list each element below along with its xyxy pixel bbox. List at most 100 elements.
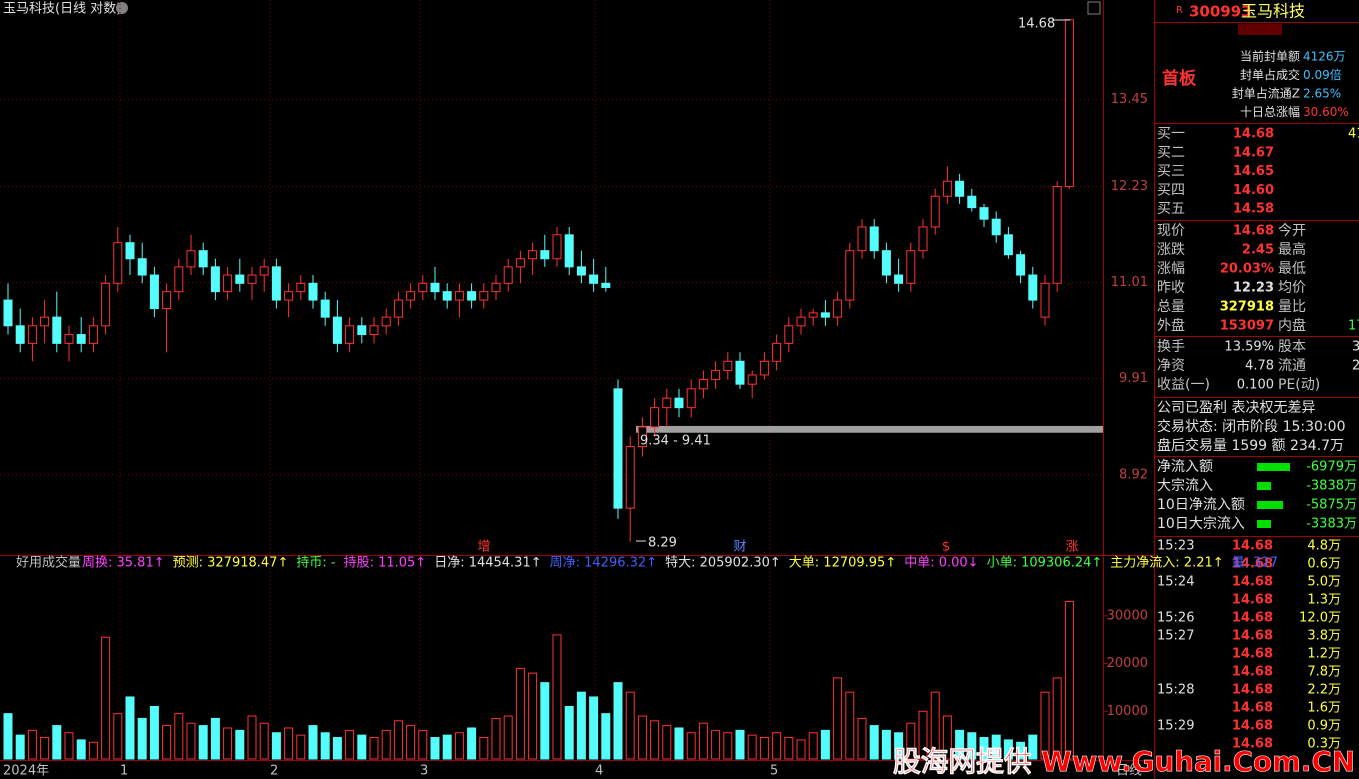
- candle-body: [332, 316, 342, 344]
- volume-bar: [296, 734, 306, 760]
- stat-label: 现价: [1157, 223, 1185, 239]
- candle-body: [942, 180, 952, 197]
- high-label: 14.68: [1018, 17, 1055, 32]
- book-volume: 41: [1348, 127, 1359, 142]
- flow-bar: [1257, 482, 1271, 490]
- candle-body: [772, 342, 782, 362]
- candle-body: [564, 234, 574, 268]
- event-marker: 财: [733, 540, 746, 555]
- volume-bar: [381, 729, 391, 760]
- collapse-button[interactable]: [1238, 24, 1282, 35]
- candle-body: [393, 299, 403, 318]
- candle-body: [406, 291, 416, 301]
- candle-body: [369, 325, 379, 336]
- indicator-value: 主力净流入: 2.21↑: [1110, 556, 1223, 571]
- volume-bar: [125, 696, 135, 760]
- stat-value: 4.78: [1245, 359, 1274, 374]
- flag: R: [1176, 5, 1183, 16]
- candle-body: [454, 291, 464, 301]
- volume-bar: [711, 729, 721, 760]
- volume-bar: [271, 732, 281, 760]
- tick-volume: 4.8万: [1307, 539, 1341, 554]
- volume-bar: [564, 706, 574, 760]
- volume-bar: [833, 677, 843, 760]
- volume-bar: [552, 634, 562, 760]
- window-button[interactable]: [1087, 1, 1101, 15]
- tick-price: 14.68: [1232, 647, 1273, 662]
- volume-bar: [881, 729, 891, 760]
- event-marker: 增: [477, 540, 490, 555]
- tick-price: 14.68: [1232, 665, 1273, 680]
- tick-price: 14.68: [1232, 629, 1273, 644]
- info-line: 公司已盈利 表决权无差异: [1157, 400, 1315, 416]
- volume-bar: [235, 729, 245, 760]
- tick-time: 15:23: [1157, 539, 1194, 554]
- volume-bar: [869, 725, 879, 760]
- tick-price: 14.68: [1232, 737, 1273, 752]
- x-tick-label: 5: [770, 764, 778, 779]
- x-tick-label: 3: [420, 764, 428, 779]
- volume-bar: [40, 737, 50, 760]
- indicator-title: 好用成交量: [16, 555, 81, 571]
- support-band: [636, 425, 1103, 433]
- seal-value: 30.60%: [1303, 105, 1349, 119]
- indicator-value: 量: 327: [1232, 556, 1278, 571]
- stat-value: 3: [1352, 340, 1359, 355]
- y-tick-label: 10000: [1107, 704, 1148, 719]
- tick-volume: 3.8万: [1307, 629, 1341, 644]
- candle-body: [1064, 19, 1074, 187]
- stat-label: 量比: [1278, 299, 1306, 315]
- volume-bar: [210, 717, 220, 760]
- stat-label: 最低: [1278, 261, 1306, 277]
- volume-bar: [332, 737, 342, 760]
- tick-time: 15:29: [1157, 719, 1194, 734]
- volume-bar: [223, 727, 233, 760]
- candle-body: [320, 299, 330, 318]
- candle-body: [735, 360, 745, 385]
- volume-bar: [27, 729, 37, 760]
- volume-bar: [430, 737, 440, 760]
- volume-bar: [357, 734, 367, 760]
- volume-bar: [113, 713, 123, 760]
- menu-button[interactable]: [116, 2, 128, 14]
- candle-body: [1003, 234, 1013, 256]
- flow-value: -5875万: [1306, 498, 1357, 513]
- candle-body: [308, 282, 318, 301]
- book-label: 买三: [1157, 164, 1185, 180]
- tick-price: 14.68: [1232, 593, 1273, 608]
- flow-label: 10日净流入额: [1157, 497, 1245, 513]
- candle-body: [589, 274, 599, 284]
- book-price: 14.58: [1233, 202, 1274, 217]
- candle-body: [442, 291, 452, 301]
- candle-body: [467, 291, 477, 301]
- candle-body: [210, 266, 220, 293]
- seal-label: 十日总涨幅: [1240, 104, 1300, 119]
- tick-price: 14.68: [1232, 557, 1273, 572]
- volume-bar: [15, 734, 25, 760]
- low-label: 8.29: [648, 536, 677, 551]
- volume-bar: [284, 727, 294, 760]
- indicator-value: 周净: 14296.32↑: [550, 556, 657, 571]
- volume-bar: [259, 722, 269, 760]
- candle-body: [552, 234, 562, 260]
- volume-bar: [540, 682, 550, 760]
- indicator-value: 持股: 11.05↑: [344, 556, 427, 571]
- stat-value: 153097: [1220, 319, 1274, 334]
- candle-body: [223, 274, 233, 293]
- volume-bar: [820, 729, 830, 760]
- candle-body: [357, 325, 367, 336]
- candle-body: [271, 266, 281, 301]
- tick-volume: 12.0万: [1299, 611, 1341, 626]
- book-price: 14.68: [1233, 127, 1274, 142]
- volume-bar: [735, 729, 745, 760]
- event-marker: $: [942, 540, 950, 555]
- stat-label: PE(动): [1278, 377, 1320, 393]
- tick-volume: 1.6万: [1307, 701, 1341, 716]
- volume-bar: [76, 739, 86, 760]
- tick-volume: 0.9万: [1307, 719, 1341, 734]
- volume-bar: [491, 717, 501, 760]
- candle-body: [674, 397, 684, 409]
- stat-label: 外盘: [1157, 317, 1185, 334]
- volume-bar: [942, 715, 952, 760]
